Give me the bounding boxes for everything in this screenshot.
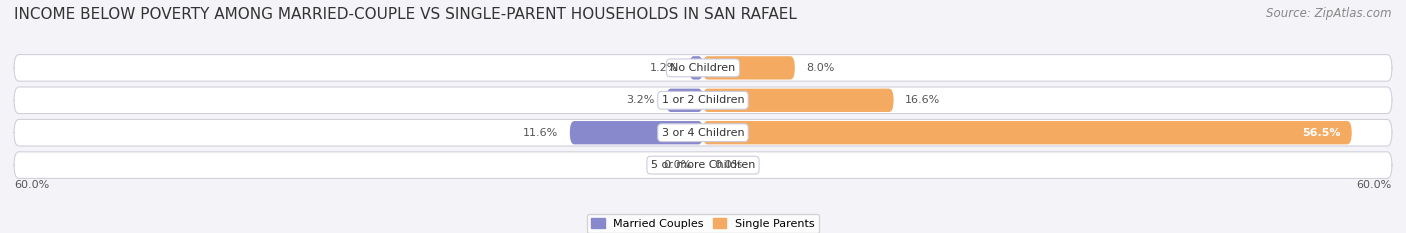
Text: 3 or 4 Children: 3 or 4 Children bbox=[662, 128, 744, 138]
FancyBboxPatch shape bbox=[689, 56, 703, 79]
Text: 5 or more Children: 5 or more Children bbox=[651, 160, 755, 170]
FancyBboxPatch shape bbox=[703, 121, 1351, 144]
FancyBboxPatch shape bbox=[666, 89, 703, 112]
Text: 60.0%: 60.0% bbox=[14, 180, 49, 190]
FancyBboxPatch shape bbox=[569, 121, 703, 144]
Text: 0.0%: 0.0% bbox=[664, 160, 692, 170]
Text: 8.0%: 8.0% bbox=[807, 63, 835, 73]
Text: 1 or 2 Children: 1 or 2 Children bbox=[662, 95, 744, 105]
Text: 16.6%: 16.6% bbox=[905, 95, 941, 105]
Text: 11.6%: 11.6% bbox=[523, 128, 558, 138]
Text: 56.5%: 56.5% bbox=[1302, 128, 1340, 138]
Text: 3.2%: 3.2% bbox=[627, 95, 655, 105]
FancyBboxPatch shape bbox=[14, 55, 1392, 81]
Legend: Married Couples, Single Parents: Married Couples, Single Parents bbox=[586, 214, 820, 233]
Text: 0.0%: 0.0% bbox=[714, 160, 742, 170]
Text: Source: ZipAtlas.com: Source: ZipAtlas.com bbox=[1267, 7, 1392, 20]
Text: INCOME BELOW POVERTY AMONG MARRIED-COUPLE VS SINGLE-PARENT HOUSEHOLDS IN SAN RAF: INCOME BELOW POVERTY AMONG MARRIED-COUPL… bbox=[14, 7, 797, 22]
Text: 1.2%: 1.2% bbox=[650, 63, 678, 73]
FancyBboxPatch shape bbox=[703, 89, 894, 112]
FancyBboxPatch shape bbox=[14, 120, 1392, 146]
FancyBboxPatch shape bbox=[703, 56, 794, 79]
Text: No Children: No Children bbox=[671, 63, 735, 73]
FancyBboxPatch shape bbox=[14, 87, 1392, 113]
FancyBboxPatch shape bbox=[14, 152, 1392, 178]
Text: 60.0%: 60.0% bbox=[1357, 180, 1392, 190]
